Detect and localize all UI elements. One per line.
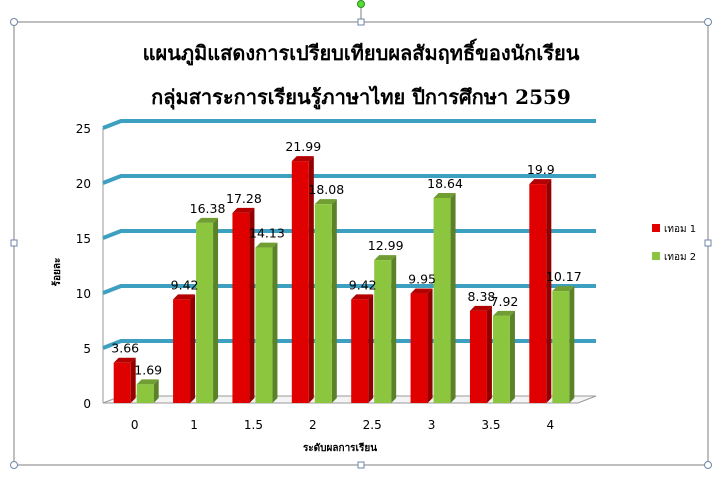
data-label: 3.66 [111, 341, 139, 356]
legend-swatch [652, 224, 660, 232]
x-tick-label: 1 [190, 418, 198, 432]
y-tick-label: 15 [76, 232, 91, 246]
chart-title: แผนภูมิแสดงการเปรียบเทียบผลสัมฤทธิ์ของนั… [143, 38, 580, 67]
data-label: 9.95 [408, 272, 436, 287]
y-axis-title: ร้อยละ [51, 258, 63, 287]
data-label: 18.08 [308, 182, 344, 197]
bar-1-1.5 [232, 207, 255, 403]
resize-handle-top[interactable] [357, 18, 365, 26]
legend-label: เทอม 1 [664, 224, 696, 235]
data-label: 9.42 [349, 277, 377, 292]
resize-handle-top-right[interactable] [704, 18, 712, 26]
data-label: 19.9 [527, 162, 555, 177]
bar-1-0 [113, 357, 136, 403]
bar-1-3.5 [469, 305, 492, 403]
bar-2-3.5 [492, 310, 515, 403]
data-label: 9.42 [171, 277, 199, 292]
y-ticks: 0 5 10 15 20 25 [76, 122, 91, 411]
data-label: 18.64 [427, 176, 463, 191]
x-tick-label: 1.5 [244, 418, 263, 432]
resize-handle-bottom[interactable] [357, 461, 365, 469]
gridline [102, 229, 596, 240]
data-label: 7.92 [491, 294, 519, 309]
x-axis-title: ระดับผลการเรียน [303, 442, 377, 454]
x-tick-label: 0 [131, 418, 139, 432]
x-tick-label: 4 [546, 418, 554, 432]
gridline [102, 174, 596, 185]
bar-1-4 [529, 179, 552, 403]
x-tick-label: 2.5 [363, 418, 382, 432]
data-label: 14.13 [249, 226, 285, 241]
bar-2-0 [136, 379, 159, 403]
bar-2-2 [314, 199, 337, 403]
chart-subtitle: กลุ่มสาระการเรียนรู้ภาษาไทย ปีการศึกษา 2… [151, 85, 571, 111]
data-label: 1.69 [134, 362, 162, 377]
data-label: 21.99 [285, 139, 321, 154]
data-label: 12.99 [368, 238, 404, 253]
bar-1-3 [410, 288, 433, 403]
x-tick-label: 3.5 [481, 418, 500, 432]
resize-handle-right[interactable] [704, 239, 712, 247]
legend-swatch [652, 252, 660, 260]
y-tick-label: 0 [83, 397, 91, 411]
bar-2-1 [196, 217, 219, 403]
bar-2-2.5 [374, 255, 397, 403]
resize-handle-bottom-left[interactable] [10, 461, 18, 469]
resize-handle-bottom-right[interactable] [704, 461, 712, 469]
data-label: 8.38 [468, 289, 496, 304]
bar-2-4 [552, 286, 575, 403]
y-tick-label: 10 [76, 287, 91, 301]
y-tick-label: 25 [76, 122, 91, 136]
bars [113, 156, 575, 403]
bar-2-3 [433, 192, 456, 403]
data-label: 16.38 [190, 201, 226, 216]
y-tick-label: 5 [83, 342, 91, 356]
resize-handle-top-left[interactable] [10, 18, 18, 26]
legend: เทอม 1 เทอม 2 [652, 224, 696, 263]
data-label: 17.28 [226, 191, 262, 206]
selection-frame [10, 0, 712, 469]
legend-label: เทอม 2 [664, 252, 696, 263]
gridline [102, 119, 596, 130]
bar-2-1.5 [255, 242, 278, 403]
bar-1-1 [173, 294, 196, 403]
x-ticks: 0 1 1.5 2 2.5 3 3.5 4 [131, 418, 554, 432]
rotate-handle[interactable] [357, 0, 365, 8]
resize-handle-left[interactable] [10, 239, 18, 247]
bar-1-2.5 [351, 294, 374, 403]
x-tick-label: 3 [428, 418, 436, 432]
x-tick-label: 2 [309, 418, 317, 432]
bar-1-2 [291, 156, 314, 403]
y-tick-label: 20 [76, 177, 91, 191]
data-label: 10.17 [546, 269, 582, 284]
